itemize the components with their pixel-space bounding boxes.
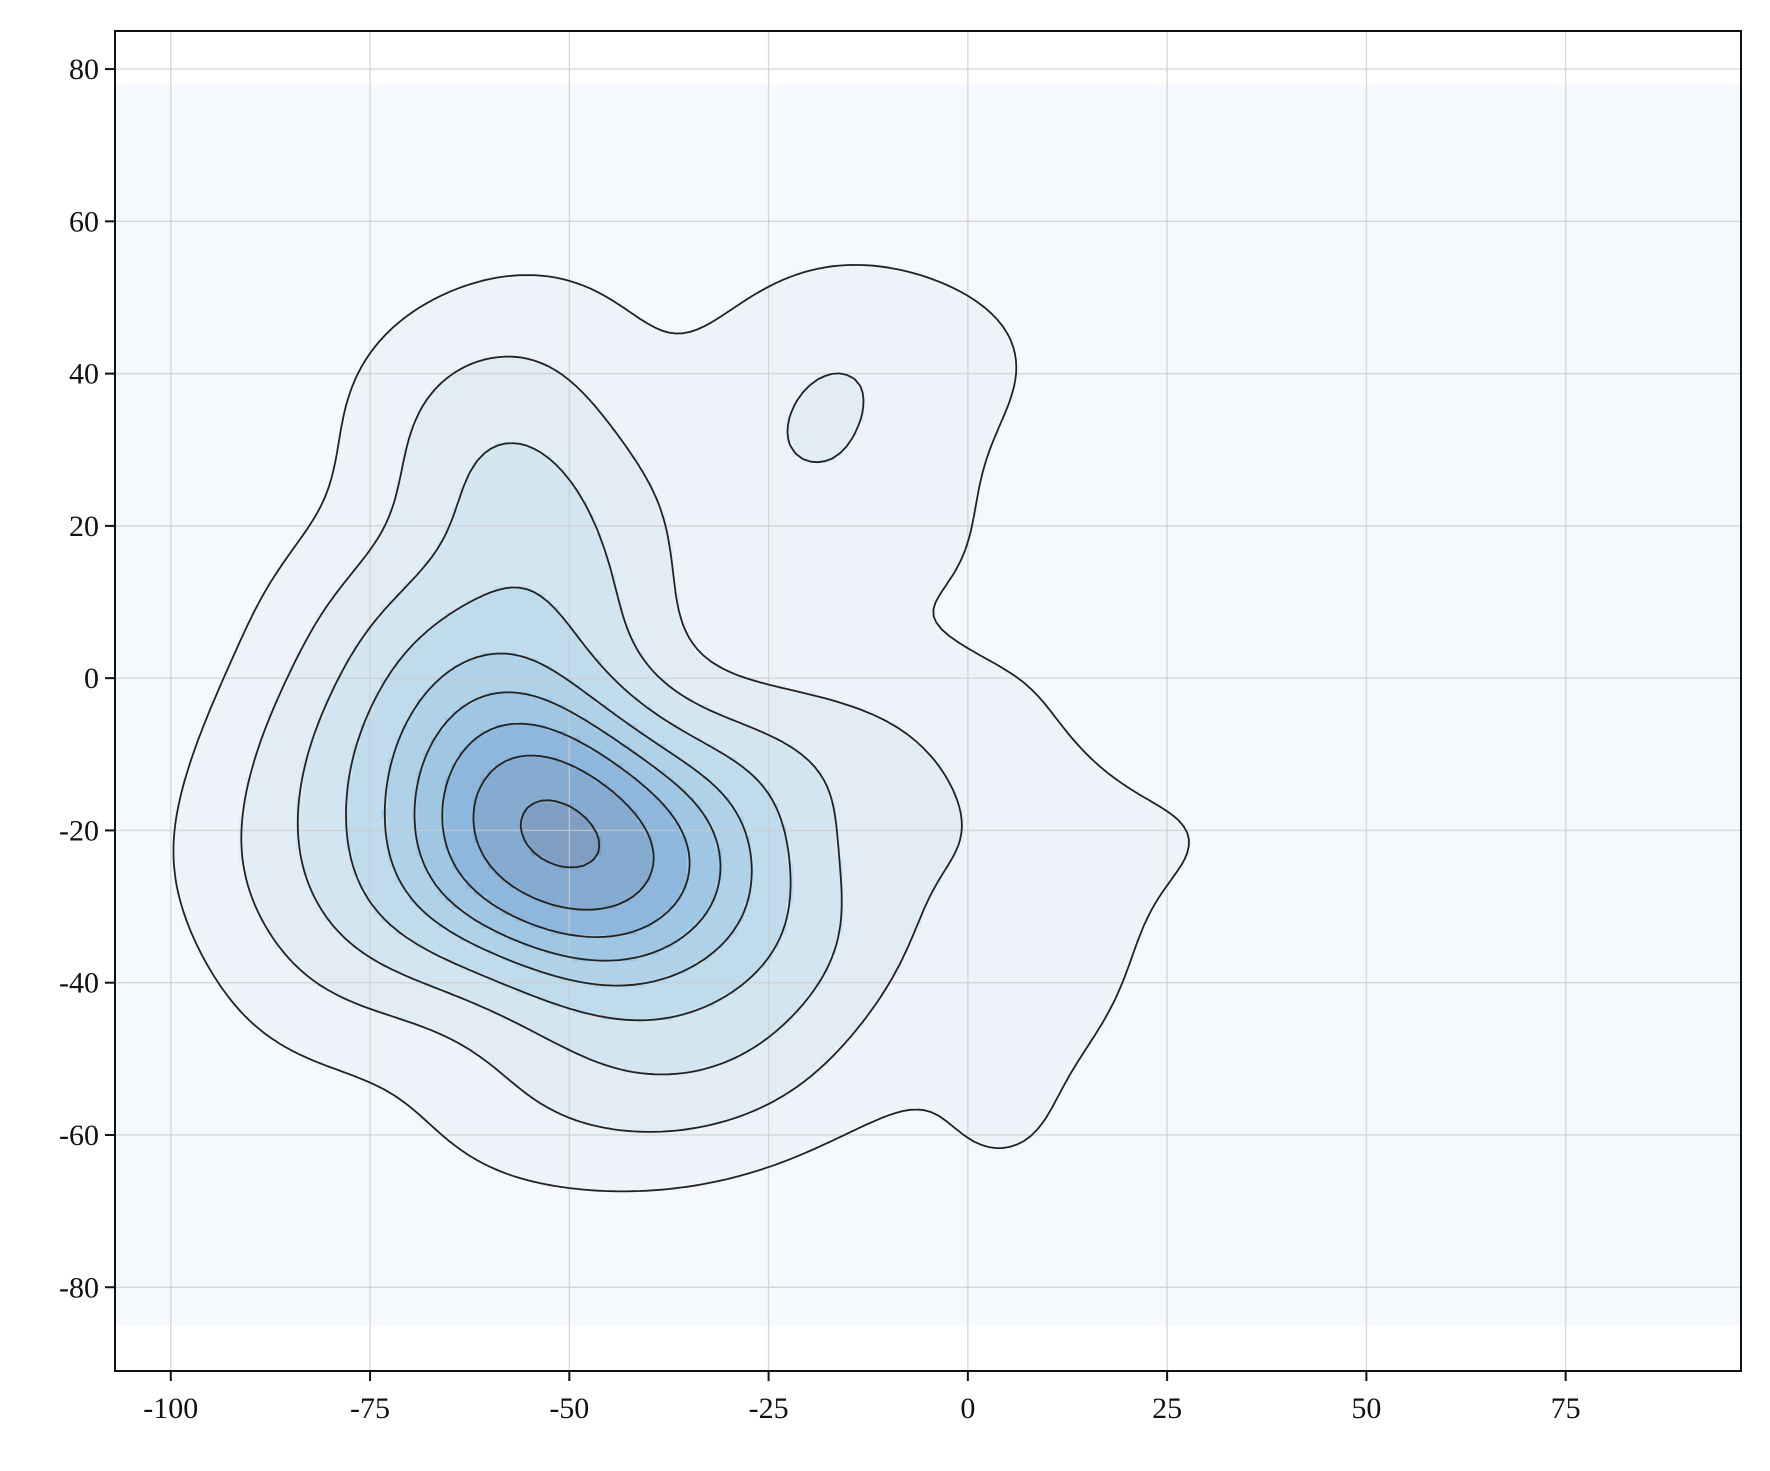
x-tick-label: -100 [143,1392,198,1425]
y-tick-label: 40 [69,358,99,391]
y-tick-label: 60 [69,205,99,238]
contour-line-level-9 [519,799,601,869]
x-tick-label: 75 [1551,1392,1581,1425]
y-axis: -80 -60 -40 -20 0 20 40 60 80 [59,53,115,1304]
contour-fills [115,84,1741,1326]
contour-lines [172,264,1190,1193]
contour-line-level-7 [441,722,691,938]
y-tick-label: -20 [59,814,99,847]
y-tick-label: -40 [59,967,99,1000]
x-tick-label: -75 [350,1392,390,1425]
contour-line-level-8 [472,754,655,911]
contour-line-level-5 [383,652,753,987]
plot-frame [114,30,1742,1372]
y-tick-label: 0 [84,662,99,695]
x-tick-label: 0 [960,1392,975,1425]
contour-line-level-2 [240,355,963,1133]
x-tick-label: 25 [1152,1392,1182,1425]
contour-line-level-1 [172,264,1190,1193]
x-tick-label: -50 [549,1392,589,1425]
y-tick-label: 80 [69,53,99,86]
x-tick-label: -25 [749,1392,789,1425]
x-tick-label: 50 [1351,1392,1381,1425]
y-tick-label: 20 [69,510,99,543]
y-tick-label: -80 [59,1271,99,1304]
contour-line-level-4 [345,586,792,1022]
x-axis: -100 -75 -50 -25 0 25 50 75 [143,1371,1581,1425]
contour-fill-level-9 [523,803,602,870]
contour-line-level-6 [413,691,722,962]
y-tick-label: -60 [59,1119,99,1152]
contour-line-level-3 [296,442,843,1076]
